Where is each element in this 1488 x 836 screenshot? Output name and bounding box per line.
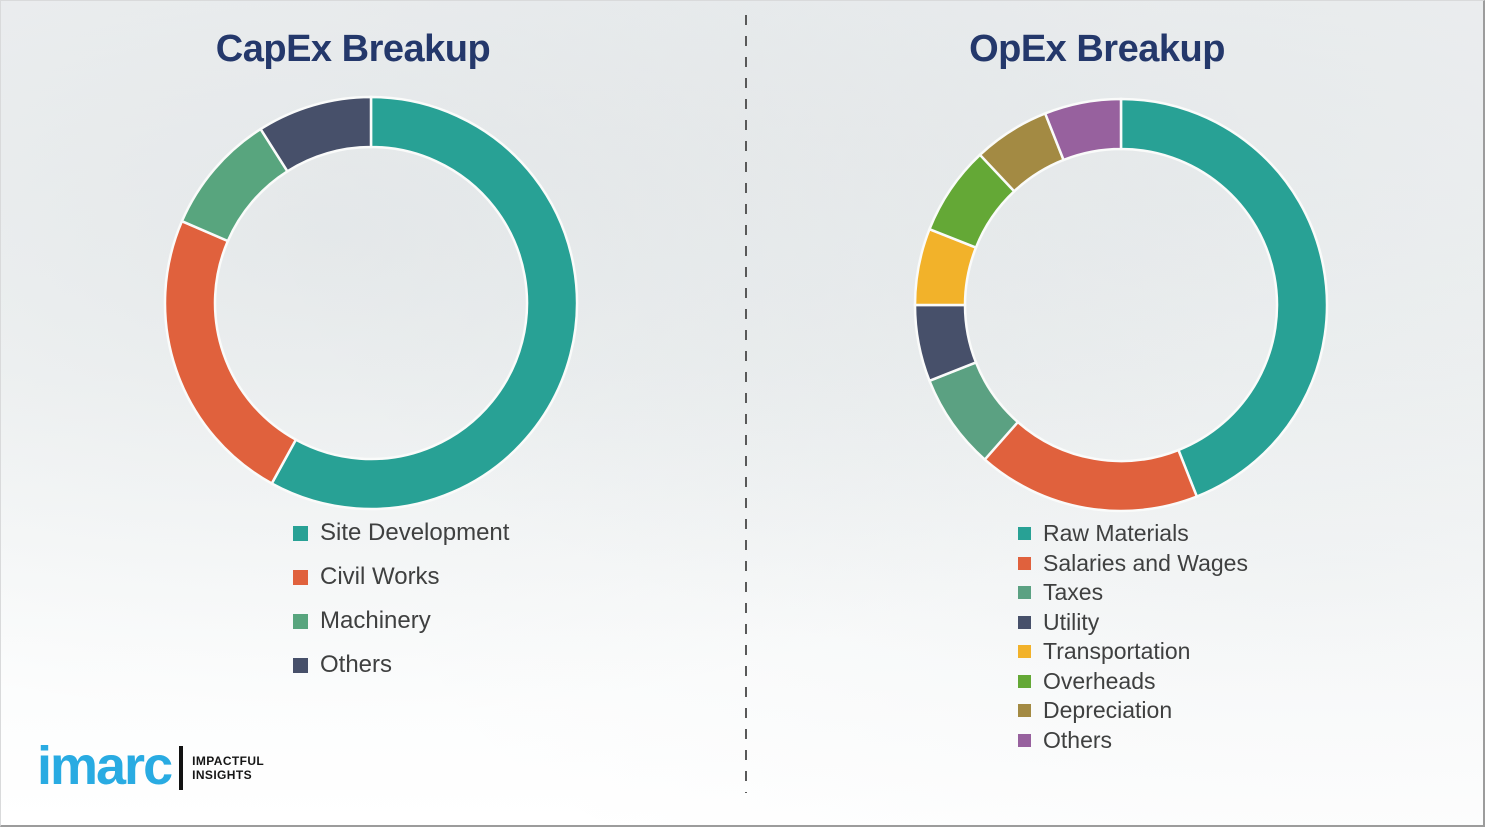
legend-label: Depreciation [1043, 697, 1173, 724]
legend-label: Overheads [1043, 667, 1156, 694]
legend-item-raw-materials: Raw Materials [1018, 519, 1248, 549]
legend-item-depreciation: Depreciation [1018, 696, 1248, 726]
legend-label: Machinery [320, 607, 431, 634]
opex-breakup-svg [913, 97, 1329, 513]
logo-tagline-line1: IMPACTFUL [192, 754, 265, 768]
legend-label: Transportation [1043, 638, 1191, 665]
imarc-logo-wordmark: imarc [37, 736, 173, 796]
legend-swatch-civil-works [293, 569, 308, 585]
donut-slice-raw-materials [1119, 97, 1329, 499]
donut-slice-others [1043, 97, 1123, 162]
legend-label: Others [320, 651, 393, 678]
legend-item-taxes: Taxes [1018, 578, 1248, 608]
donut-slice-civil-works [163, 219, 298, 486]
legend-swatch-depreciation [1018, 704, 1031, 718]
logo-divider-bar [179, 746, 184, 790]
legend-swatch-utility [1018, 615, 1031, 629]
legend-label: Civil Works [320, 563, 440, 590]
legend-swatch-site-development [293, 525, 308, 541]
legend-swatch-taxes [1018, 586, 1031, 600]
legend-label: Taxes [1043, 579, 1104, 606]
legend-label: Raw Materials [1043, 520, 1189, 547]
legend-item-others: Others [1018, 726, 1248, 756]
logo-tagline: IMPACTFUL INSIGHTS [192, 754, 264, 782]
legend-label: Site Development [320, 519, 510, 546]
capex-breakup-svg [163, 95, 579, 511]
opex-legend: Raw Materials Salaries and Wages Taxes Util… [1018, 519, 1248, 755]
legend-label: Salaries and Wages [1043, 549, 1248, 576]
capex-donut-chart [161, 93, 581, 513]
legend-item-utility: Utility [1018, 608, 1248, 638]
legend-item-salaries-and-wages: Salaries and Wages [1018, 549, 1248, 579]
legend-swatch-machinery [293, 613, 308, 629]
legend-swatch-others [1018, 733, 1031, 747]
legend-item-site-development: Site Development [293, 511, 509, 555]
legend-swatch-transportation [1018, 645, 1031, 659]
opex-donut-chart [911, 95, 1331, 515]
legend-label: Utility [1043, 608, 1100, 635]
legend-label: Others [1043, 726, 1113, 753]
legend-item-overheads: Overheads [1018, 667, 1248, 697]
legend-swatch-others [293, 657, 308, 673]
donut-slice-others [258, 95, 373, 174]
capex-legend: Site Development Civil Works Machinery Othe… [293, 511, 509, 687]
legend-swatch-raw-materials [1018, 527, 1031, 541]
opex-chart-title: OpEx Breakup [969, 28, 1225, 70]
panel-divider-dashed-line [745, 15, 747, 793]
legend-item-transportation: Transportation [1018, 637, 1248, 667]
logo-tagline-line2: INSIGHTS [192, 768, 252, 782]
legend-swatch-overheads [1018, 674, 1031, 688]
imarc-logo: imarc IMPACTFUL INSIGHTS [37, 736, 264, 796]
donut-slice-site-development [270, 95, 579, 511]
legend-item-others: Others [293, 643, 509, 687]
legend-swatch-salaries-and-wages [1018, 556, 1031, 570]
legend-item-civil-works: Civil Works [293, 555, 509, 599]
legend-item-machinery: Machinery [293, 599, 509, 643]
donut-slice-salaries-and-wages [983, 420, 1199, 513]
capex-chart-title: CapEx Breakup [215, 28, 491, 70]
